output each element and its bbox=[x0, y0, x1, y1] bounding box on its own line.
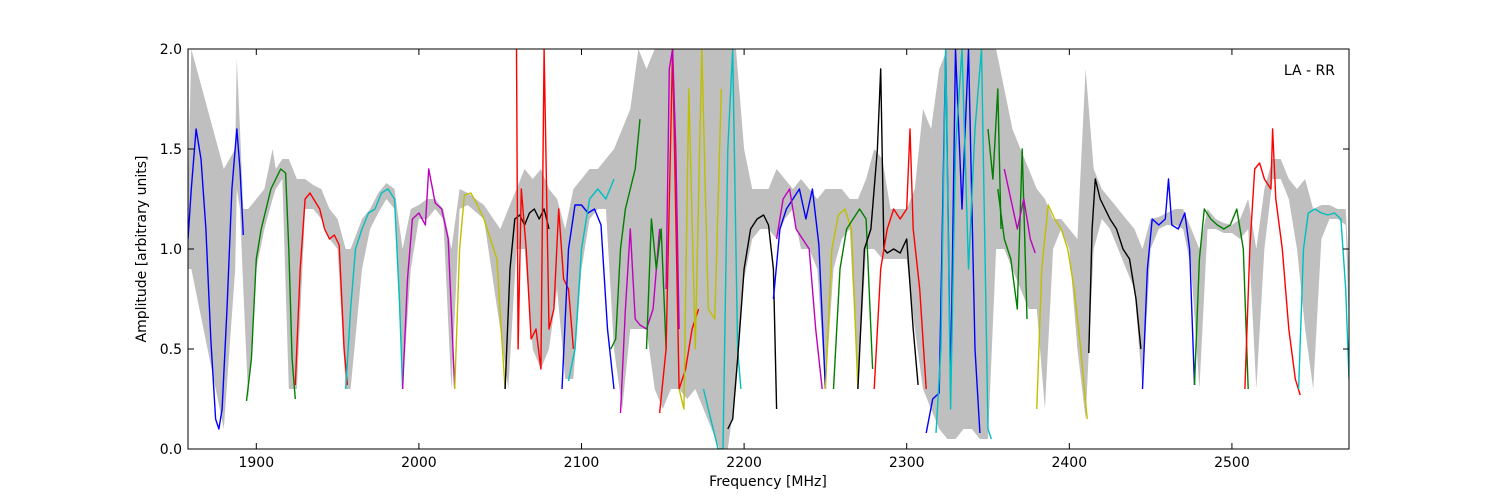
series-line-29 bbox=[1003, 168, 1036, 254]
series-line-26 bbox=[935, 49, 992, 440]
series-line-24 bbox=[873, 128, 927, 390]
chart-annotation: LA - RR bbox=[1284, 63, 1335, 79]
x-tick-label: 2200 bbox=[726, 455, 762, 471]
y-tick-label: 1.0 bbox=[160, 242, 182, 258]
series-line-27 bbox=[987, 88, 1002, 230]
x-tick-label: 2300 bbox=[889, 455, 925, 471]
series-line-31 bbox=[1088, 178, 1142, 354]
x-tick-label: 2000 bbox=[401, 455, 437, 471]
series-line-6 bbox=[454, 192, 506, 390]
series-line-2 bbox=[245, 168, 296, 402]
series-line-3 bbox=[294, 192, 349, 386]
y-tick-label: 0.0 bbox=[160, 442, 182, 458]
series-line-10 bbox=[567, 178, 615, 382]
series-line-32 bbox=[1141, 178, 1196, 390]
tick-layer: 1900 2000 2100 2200 2300 2400 2500 0.0 0.5 1.0 1.5… bbox=[160, 42, 1349, 471]
series-line-11 bbox=[610, 118, 641, 350]
y-axis-label: Amplitude [arbitrary units] bbox=[134, 156, 150, 343]
series-line-7 bbox=[504, 208, 550, 390]
series-line-1 bbox=[188, 128, 244, 430]
series-line-35 bbox=[1297, 208, 1349, 390]
y-tick-label: 2.0 bbox=[160, 42, 182, 58]
series-line-17 bbox=[702, 49, 742, 449]
x-tick-label: 2100 bbox=[564, 455, 600, 471]
series-line-15 bbox=[665, 49, 680, 330]
series-line-21 bbox=[824, 208, 859, 390]
x-tick-label: 1900 bbox=[238, 455, 274, 471]
series-line-12 bbox=[619, 228, 661, 414]
series-line-19 bbox=[772, 188, 827, 390]
series-line-33 bbox=[1193, 208, 1249, 390]
series-line-18 bbox=[727, 214, 778, 430]
x-tick-label: 2500 bbox=[1214, 455, 1250, 471]
series-line-20 bbox=[775, 188, 823, 390]
y-tick-label: 1.5 bbox=[160, 142, 182, 158]
series-line-28 bbox=[997, 148, 1028, 320]
series-line-22 bbox=[832, 208, 874, 390]
series-line-34 bbox=[1244, 128, 1301, 396]
series-line-30 bbox=[1036, 204, 1088, 420]
plot-background bbox=[188, 49, 1349, 449]
series-layer bbox=[188, 49, 1349, 449]
series-line-16 bbox=[678, 49, 722, 410]
series-line-23 bbox=[857, 68, 919, 390]
series-line-5 bbox=[401, 168, 456, 390]
series-line-4 bbox=[345, 188, 404, 390]
x-tick-label: 2400 bbox=[1051, 455, 1087, 471]
series-line-8 bbox=[515, 49, 575, 370]
y-tick-label: 0.5 bbox=[160, 342, 182, 358]
series-line-13 bbox=[645, 218, 667, 350]
x-axis-label: Frequency [MHz] bbox=[709, 474, 827, 490]
